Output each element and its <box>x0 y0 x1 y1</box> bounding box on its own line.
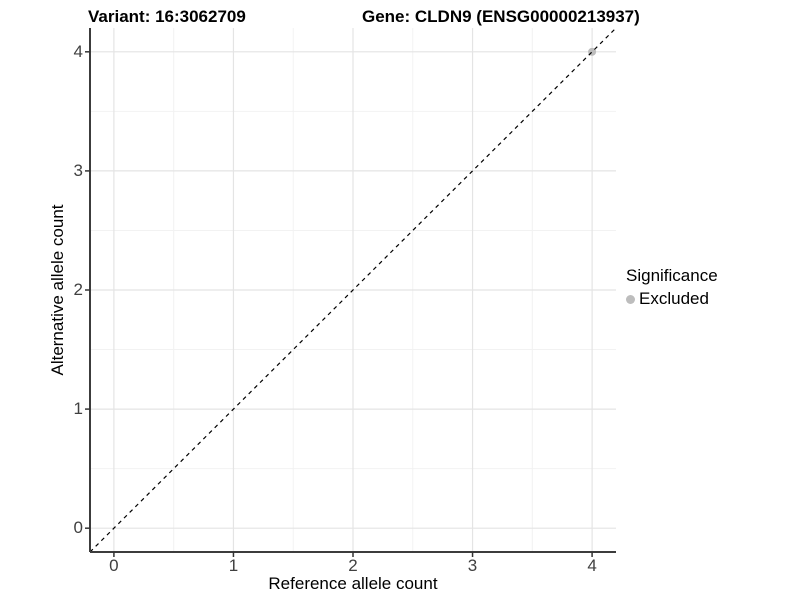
x-tick-label: 1 <box>228 556 239 575</box>
y-tick-label: 3 <box>73 160 83 180</box>
x-tick-label: 3 <box>467 556 478 575</box>
x-axis-title: Reference allele count <box>268 574 438 593</box>
y-tick-label: 2 <box>73 280 83 299</box>
identity-reference-line <box>89 27 617 553</box>
legend-item-excluded: Excluded <box>626 289 718 309</box>
x-tick-label: 2 <box>348 556 358 575</box>
legend-title: Significance <box>626 266 718 285</box>
y-axis-title: Alternative allele count <box>48 204 67 376</box>
gene-title: Gene: CLDN9 (ENSG00000213937) <box>362 7 640 26</box>
x-tick-label: 4 <box>587 556 597 575</box>
y-tick-label: 0 <box>73 518 83 538</box>
y-tick-label: 1 <box>73 399 83 419</box>
y-tick-label: 4 <box>73 41 83 61</box>
legend: Significance Excluded <box>626 266 718 309</box>
x-tick-label: 0 <box>109 556 119 575</box>
legend-item-label: Excluded <box>639 289 709 308</box>
excluded-point-swatch-icon <box>626 294 635 304</box>
variant-title: Variant: 16:3062709 <box>88 7 246 26</box>
